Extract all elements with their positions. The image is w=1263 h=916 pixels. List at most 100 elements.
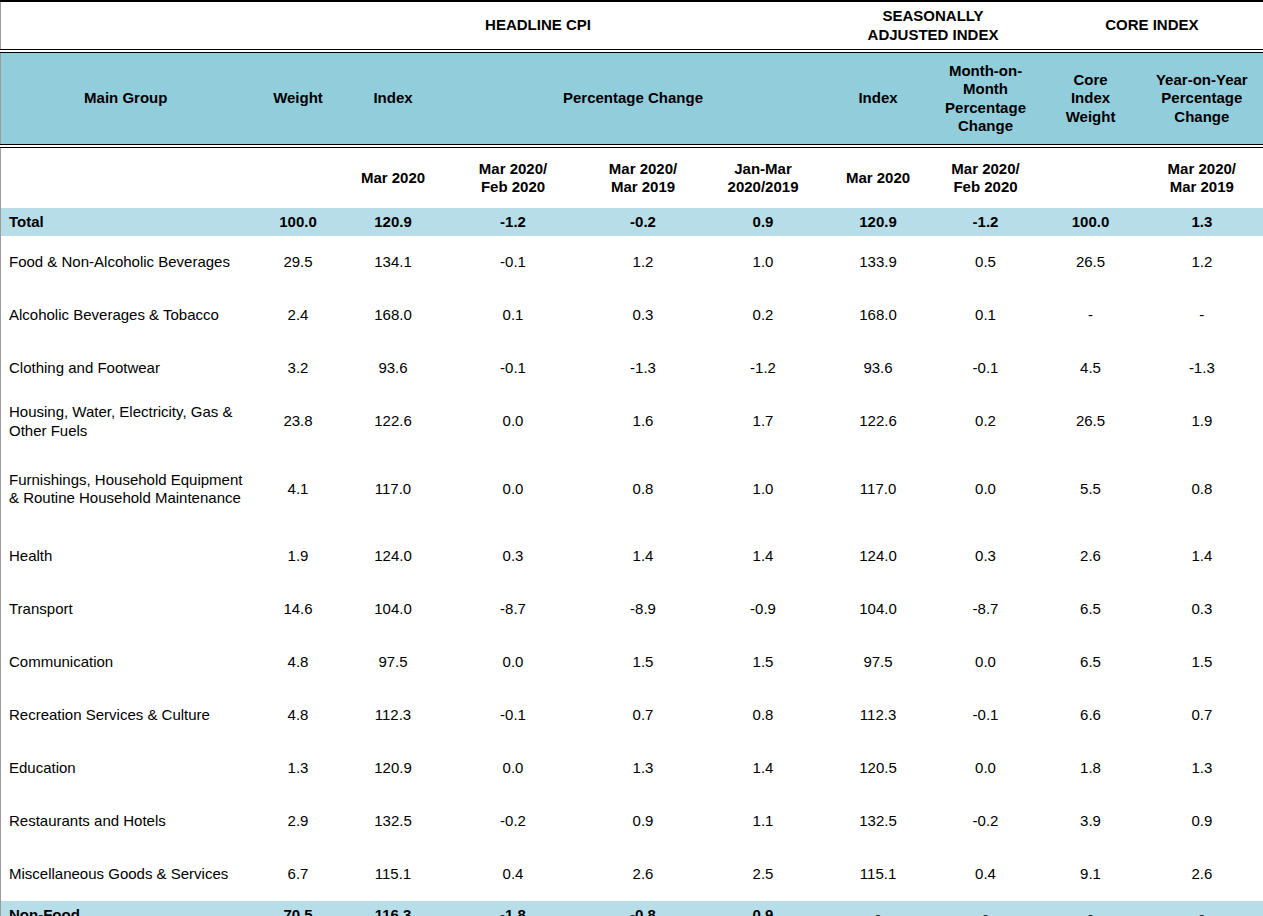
cell-weight: 2.9 [251, 795, 346, 848]
cell-pc2: -0.8 [586, 901, 701, 916]
header-weight: Weight [251, 51, 346, 146]
cell-index: 120.9 [346, 742, 441, 795]
cell-pc1: -0.2 [441, 795, 586, 848]
cell-core_yoy: 1.3 [1141, 208, 1263, 236]
cell-weight: 1.9 [251, 530, 346, 583]
header-sa-index: Index [826, 51, 931, 146]
row-label: Food & Non-Alcoholic Beverages [1, 236, 251, 289]
cell-pc2: 2.6 [586, 848, 701, 901]
cell-sa_index: 93.6 [826, 342, 931, 395]
table-row: Non-Food70.5116.3-1.8-0.80.9---- [1, 901, 1263, 916]
cell-core_weight: 26.5 [1041, 236, 1141, 289]
cell-pc1: 0.0 [441, 742, 586, 795]
row-label: Health [1, 530, 251, 583]
cell-core_yoy: 1.3 [1141, 742, 1263, 795]
cell-index: 120.9 [346, 208, 441, 236]
cell-core_weight: - [1041, 901, 1141, 916]
cell-pc1: -0.1 [441, 689, 586, 742]
table-row: Education1.3120.90.01.31.4120.50.01.81.3 [1, 742, 1263, 795]
cell-core_weight: 100.0 [1041, 208, 1141, 236]
cell-core_yoy: 0.8 [1141, 448, 1263, 530]
cell-core_weight: 3.9 [1041, 795, 1141, 848]
cell-pc3: 2.5 [701, 848, 826, 901]
period-core-yoy: Mar 2020/ Mar 2019 [1141, 146, 1263, 208]
cell-sa_mom: -0.1 [931, 689, 1041, 742]
cell-core_weight: 1.8 [1041, 742, 1141, 795]
cell-pc3: 1.7 [701, 395, 826, 448]
table-row: Total100.0120.9-1.2-0.20.9120.9-1.2100.0… [1, 208, 1263, 236]
cell-core_yoy: 1.9 [1141, 395, 1263, 448]
cell-pc3: -0.9 [701, 583, 826, 636]
header-main-group: Main Group [1, 51, 251, 146]
period-pc3: Jan-Mar 2020/2019 [701, 146, 826, 208]
cell-weight: 70.5 [251, 901, 346, 916]
cell-core_yoy: 1.5 [1141, 636, 1263, 689]
cell-pc3: 0.2 [701, 289, 826, 342]
row-label: Clothing and Footwear [1, 342, 251, 395]
cell-pc3: 1.0 [701, 236, 826, 289]
period-spacer-core-weight [1041, 146, 1141, 208]
cell-core_weight: 26.5 [1041, 395, 1141, 448]
cell-sa_index: 120.5 [826, 742, 931, 795]
period-sa-index: Mar 2020 [826, 146, 931, 208]
cell-pc2: 0.9 [586, 795, 701, 848]
cell-sa_index: 120.9 [826, 208, 931, 236]
cell-pc1: 0.0 [441, 448, 586, 530]
cell-index: 112.3 [346, 689, 441, 742]
table-row: Food & Non-Alcoholic Beverages29.5134.1-… [1, 236, 1263, 289]
cell-index: 97.5 [346, 636, 441, 689]
cell-core_yoy: 0.9 [1141, 795, 1263, 848]
cell-pc3: 0.8 [701, 689, 826, 742]
cell-pc1: 0.1 [441, 289, 586, 342]
table-row: Alcoholic Beverages & Tobacco2.4168.00.1… [1, 289, 1263, 342]
cell-sa_index: 122.6 [826, 395, 931, 448]
cell-weight: 1.3 [251, 742, 346, 795]
cell-pc2: 1.3 [586, 742, 701, 795]
cell-sa_index: 168.0 [826, 289, 931, 342]
period-spacer-weight [251, 146, 346, 208]
cell-pc3: 1.4 [701, 530, 826, 583]
header-core-index-weight: Core Index Weight [1041, 51, 1141, 146]
cell-pc3: 1.5 [701, 636, 826, 689]
cell-weight: 4.8 [251, 636, 346, 689]
period-header-row: Mar 2020 Mar 2020/ Feb 2020 Mar 2020/ Ma… [1, 146, 1263, 208]
row-label: Total [1, 208, 251, 236]
cell-pc2: -1.3 [586, 342, 701, 395]
cell-weight: 14.6 [251, 583, 346, 636]
cell-sa_index: 112.3 [826, 689, 931, 742]
cell-sa_index: 124.0 [826, 530, 931, 583]
section-header-headline-cpi: HEADLINE CPI [251, 1, 826, 51]
cell-core_yoy: - [1141, 289, 1263, 342]
cell-pc2: -8.9 [586, 583, 701, 636]
cell-sa_mom: 0.1 [931, 289, 1041, 342]
header-index: Index [346, 51, 441, 146]
cell-pc1: -0.1 [441, 342, 586, 395]
cell-pc1: 0.0 [441, 636, 586, 689]
cell-sa_mom: -0.1 [931, 342, 1041, 395]
table-row: Recreation Services & Culture4.8112.3-0.… [1, 689, 1263, 742]
cell-core_yoy: - [1141, 901, 1263, 916]
cpi-table-sheet: HEADLINE CPI SEASONALLY ADJUSTED INDEX C… [0, 0, 1263, 916]
cell-pc3: 1.4 [701, 742, 826, 795]
cell-pc1: 0.3 [441, 530, 586, 583]
cell-sa_mom: 0.4 [931, 848, 1041, 901]
row-label: Non-Food [1, 901, 251, 916]
cell-index: 132.5 [346, 795, 441, 848]
cell-index: 117.0 [346, 448, 441, 530]
period-index: Mar 2020 [346, 146, 441, 208]
cell-sa_mom: 0.0 [931, 636, 1041, 689]
header-sa-mom: Month-on- Month Percentage Change [931, 51, 1041, 146]
cell-pc2: 1.6 [586, 395, 701, 448]
cell-pc3: 0.9 [701, 901, 826, 916]
section-header-row: HEADLINE CPI SEASONALLY ADJUSTED INDEX C… [1, 1, 1263, 51]
cell-weight: 2.4 [251, 289, 346, 342]
cell-core_weight: 9.1 [1041, 848, 1141, 901]
cell-sa_index: 115.1 [826, 848, 931, 901]
cell-pc1: -0.1 [441, 236, 586, 289]
cell-weight: 23.8 [251, 395, 346, 448]
cell-sa_mom: -8.7 [931, 583, 1041, 636]
cell-pc2: 1.5 [586, 636, 701, 689]
cell-core_yoy: 1.2 [1141, 236, 1263, 289]
cell-pc2: 0.7 [586, 689, 701, 742]
cell-core_weight: 6.5 [1041, 636, 1141, 689]
